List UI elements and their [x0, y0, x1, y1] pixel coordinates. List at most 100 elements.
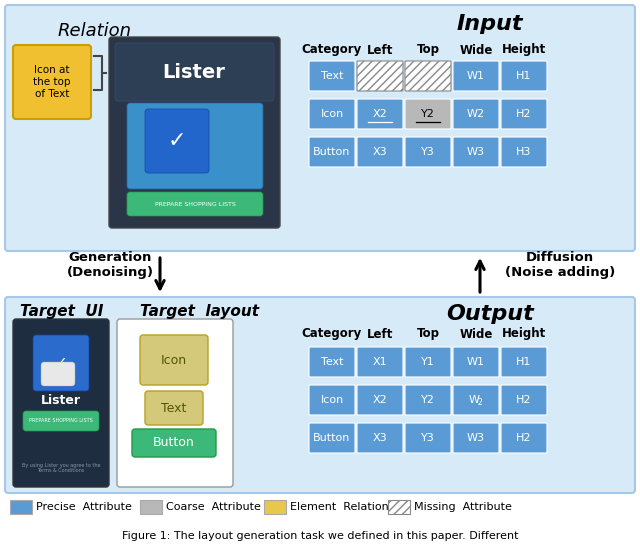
Text: PREPARE SHOPPING LISTS: PREPARE SHOPPING LISTS: [155, 201, 236, 206]
FancyBboxPatch shape: [109, 37, 280, 228]
FancyBboxPatch shape: [357, 423, 403, 453]
Text: Icon at
the top
of Text: Icon at the top of Text: [33, 65, 71, 99]
Text: Input: Input: [457, 14, 524, 34]
FancyBboxPatch shape: [357, 61, 403, 91]
Text: Coarse  Attribute: Coarse Attribute: [166, 502, 260, 512]
Text: Category: Category: [302, 44, 362, 56]
FancyBboxPatch shape: [5, 5, 635, 251]
FancyBboxPatch shape: [264, 500, 286, 514]
FancyBboxPatch shape: [23, 411, 99, 431]
FancyBboxPatch shape: [33, 335, 89, 391]
FancyBboxPatch shape: [127, 192, 263, 216]
Text: Target  layout: Target layout: [141, 304, 259, 319]
FancyBboxPatch shape: [501, 423, 547, 453]
FancyBboxPatch shape: [117, 319, 233, 487]
Text: Button: Button: [314, 433, 351, 443]
Text: Text: Text: [161, 401, 187, 415]
FancyBboxPatch shape: [13, 45, 91, 119]
FancyBboxPatch shape: [357, 99, 403, 129]
Text: Height: Height: [502, 327, 546, 341]
FancyBboxPatch shape: [357, 137, 403, 167]
Text: By using Lister you agree to the
Terms & Conditions: By using Lister you agree to the Terms &…: [22, 463, 100, 474]
FancyBboxPatch shape: [140, 335, 208, 385]
Text: ✓: ✓: [54, 355, 67, 370]
Text: Lister: Lister: [163, 62, 225, 82]
Text: Relation: Relation: [58, 22, 132, 40]
Text: X2: X2: [372, 395, 387, 405]
FancyBboxPatch shape: [13, 319, 109, 487]
Text: Text: Text: [321, 71, 343, 81]
FancyBboxPatch shape: [127, 103, 263, 189]
FancyBboxPatch shape: [453, 385, 499, 415]
Text: X3: X3: [372, 147, 387, 157]
Text: X1: X1: [372, 357, 387, 367]
FancyBboxPatch shape: [309, 423, 355, 453]
Text: Diffusion
(Noise adding): Diffusion (Noise adding): [505, 251, 615, 279]
Text: Missing  Attribute: Missing Attribute: [415, 502, 512, 512]
FancyBboxPatch shape: [405, 61, 451, 91]
FancyBboxPatch shape: [453, 423, 499, 453]
FancyBboxPatch shape: [501, 99, 547, 129]
FancyBboxPatch shape: [309, 99, 355, 129]
Text: W: W: [468, 395, 479, 405]
Text: W1: W1: [467, 357, 485, 367]
FancyBboxPatch shape: [405, 347, 451, 377]
Text: Output: Output: [446, 304, 534, 324]
Text: Category: Category: [302, 327, 362, 341]
Text: H2: H2: [516, 433, 532, 443]
FancyBboxPatch shape: [405, 423, 451, 453]
Text: 2: 2: [477, 398, 483, 407]
Text: H3: H3: [516, 147, 532, 157]
FancyBboxPatch shape: [388, 500, 410, 514]
Text: H1: H1: [516, 357, 532, 367]
FancyBboxPatch shape: [115, 43, 274, 101]
FancyBboxPatch shape: [501, 61, 547, 91]
Text: Generation
(Denoising): Generation (Denoising): [67, 251, 154, 279]
FancyBboxPatch shape: [453, 137, 499, 167]
FancyBboxPatch shape: [309, 347, 355, 377]
FancyBboxPatch shape: [357, 385, 403, 415]
Text: Left: Left: [367, 44, 393, 56]
FancyBboxPatch shape: [405, 137, 451, 167]
Text: Y2: Y2: [421, 395, 435, 405]
Text: Y3: Y3: [421, 433, 435, 443]
Text: Top: Top: [417, 44, 440, 56]
Text: Lister: Lister: [41, 394, 81, 406]
Text: Text: Text: [321, 357, 343, 367]
FancyBboxPatch shape: [357, 347, 403, 377]
Text: Left: Left: [367, 327, 393, 341]
Text: H2: H2: [516, 109, 532, 119]
FancyBboxPatch shape: [309, 61, 355, 91]
FancyBboxPatch shape: [453, 99, 499, 129]
FancyBboxPatch shape: [405, 385, 451, 415]
Text: Precise  Attribute: Precise Attribute: [36, 502, 132, 512]
Text: Button: Button: [153, 437, 195, 449]
FancyBboxPatch shape: [309, 137, 355, 167]
Text: Icon: Icon: [321, 395, 344, 405]
Text: ✓: ✓: [168, 131, 186, 151]
FancyBboxPatch shape: [453, 61, 499, 91]
Text: Y3: Y3: [421, 147, 435, 157]
Text: H1: H1: [516, 71, 532, 81]
FancyBboxPatch shape: [309, 385, 355, 415]
FancyBboxPatch shape: [501, 385, 547, 415]
FancyBboxPatch shape: [5, 297, 635, 493]
Text: Top: Top: [417, 327, 440, 341]
FancyBboxPatch shape: [145, 109, 209, 173]
Text: Element  Relation: Element Relation: [290, 502, 388, 512]
FancyBboxPatch shape: [405, 99, 451, 129]
Text: W3: W3: [467, 147, 485, 157]
Text: X3: X3: [372, 433, 387, 443]
FancyBboxPatch shape: [10, 500, 32, 514]
Text: X2: X2: [372, 109, 387, 119]
FancyBboxPatch shape: [132, 429, 216, 457]
Text: Icon: Icon: [321, 109, 344, 119]
Text: W1: W1: [467, 71, 485, 81]
Text: PREPARE SHOPPING LISTS: PREPARE SHOPPING LISTS: [29, 418, 93, 423]
Text: Y1: Y1: [421, 357, 435, 367]
Text: Height: Height: [502, 44, 546, 56]
FancyBboxPatch shape: [41, 362, 75, 386]
Text: W3: W3: [467, 433, 485, 443]
Text: Icon: Icon: [161, 353, 187, 367]
Text: H2: H2: [516, 395, 532, 405]
